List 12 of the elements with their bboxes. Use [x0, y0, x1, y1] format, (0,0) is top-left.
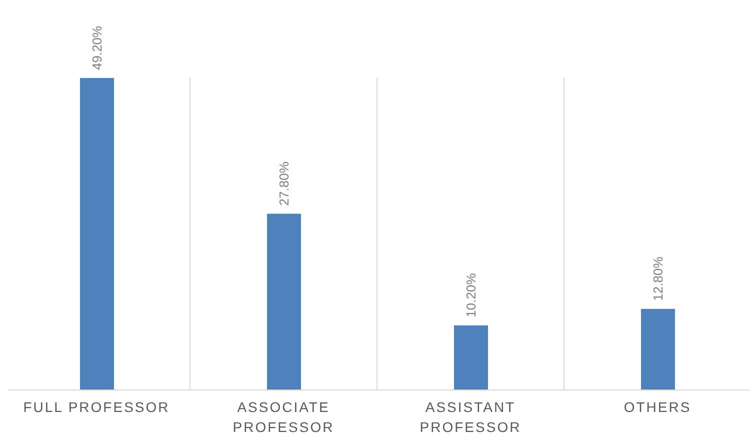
bar [641, 308, 675, 390]
x-tick-label: FULL PROFESSOR [23, 399, 170, 415]
x-tick-label: ASSOCIATE PROFESSOR [232, 399, 334, 435]
data-label: 10.20% [464, 272, 478, 318]
bar [267, 214, 301, 390]
data-label: 49.20% [90, 25, 104, 70]
bar [80, 78, 114, 390]
bar [454, 325, 488, 390]
data-label: 27.80% [276, 161, 292, 206]
x-tick-label: OTHERS [624, 399, 692, 415]
data-label: 12.80% [650, 256, 666, 301]
x-tick-label: ASSISTANT PROFESSOR [420, 399, 522, 435]
